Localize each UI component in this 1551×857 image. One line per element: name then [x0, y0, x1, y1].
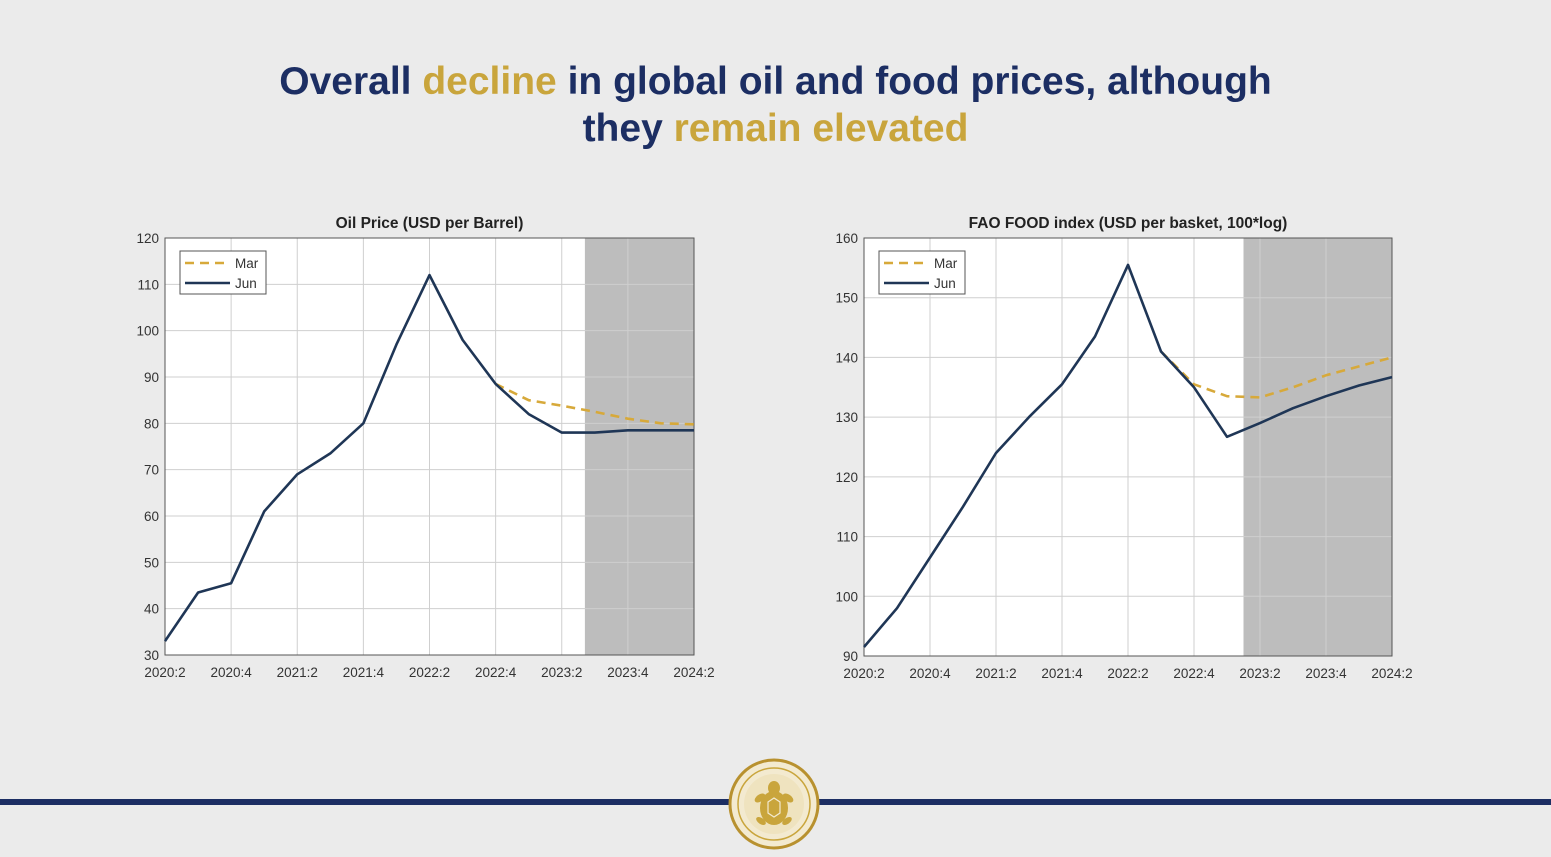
chart-title: Oil Price (USD per Barrel) — [336, 215, 524, 232]
x-tick-label: 2023:2 — [1239, 666, 1280, 681]
legend-label-mar: Mar — [934, 256, 958, 271]
legend-box — [179, 250, 267, 295]
chart-2: 90 100 110 120 130 140 150 160 2020:2 2020:4 2021:… — [835, 215, 1412, 681]
turtle-seal-icon — [728, 758, 820, 850]
y-tick-label: 160 — [835, 231, 858, 246]
series-line-mar — [495, 382, 695, 426]
x-tick-label: 2023:4 — [607, 665, 649, 680]
y-tick-label: 90 — [144, 370, 159, 385]
y-tick-label: 120 — [835, 470, 858, 485]
x-tick-label: 2021:2 — [975, 666, 1016, 681]
y-tick-label: 110 — [836, 530, 858, 545]
y-tick-label: 90 — [843, 649, 858, 664]
y-tick-label: 110 — [137, 277, 159, 292]
x-tick-label: 2021:4 — [343, 665, 385, 680]
forecast-shaded-region — [584, 238, 694, 655]
y-tick-label: 60 — [144, 509, 159, 524]
x-tick-label: 2021:2 — [277, 665, 318, 680]
x-tick-label: 2020:2 — [144, 665, 185, 680]
x-tick-label: 2023:4 — [1305, 666, 1347, 681]
y-tick-label: 140 — [835, 350, 858, 365]
y-tick-label: 80 — [144, 416, 159, 431]
axes-frame — [164, 237, 695, 656]
chart-title: FAO FOOD index (USD per basket, 100*log) — [969, 215, 1288, 232]
forecast-shaded-region — [1243, 238, 1392, 656]
x-tick-label: 2022:4 — [475, 665, 517, 680]
x-tick-label: 2021:4 — [1041, 666, 1083, 681]
legend-label-jun: Jun — [934, 276, 956, 291]
x-tick-label: 2024:2 — [1371, 666, 1412, 681]
legend-label-mar: Mar — [235, 256, 259, 271]
title-text: Overall — [279, 60, 423, 103]
y-tick-label: 100 — [136, 324, 159, 339]
x-tick-label: 2020:4 — [909, 666, 951, 681]
slide-title: Overall decline in global oil and food p… — [0, 58, 1551, 152]
chart-1: 30 40 50 60 70 80 90 100 110 120 2020:2 2020:4 2021:… — [136, 215, 714, 680]
y-tick-label: 100 — [835, 589, 858, 604]
x-tick-label: 2022:4 — [1173, 666, 1215, 681]
y-tick-label: 50 — [144, 555, 159, 570]
x-tick-label: 2023:2 — [541, 665, 582, 680]
series-line-jun — [863, 263, 1393, 648]
y-tick-label: 150 — [835, 291, 858, 306]
y-tick-label: 30 — [144, 648, 159, 663]
title-highlight-text: decline — [422, 60, 557, 103]
x-tick-label: 2024:2 — [673, 665, 714, 680]
legend-label-jun: Jun — [235, 276, 257, 291]
y-tick-label: 130 — [835, 410, 858, 425]
series-line-jun — [163, 273, 694, 642]
title-text: they — [582, 107, 674, 150]
y-tick-label: 70 — [144, 463, 159, 478]
series-line-mar — [1160, 350, 1393, 399]
x-tick-label: 2020:2 — [843, 666, 884, 681]
x-tick-label: 2022:2 — [409, 665, 450, 680]
x-tick-label: 2022:2 — [1107, 666, 1148, 681]
title-text: in global oil and food prices, although — [556, 60, 1272, 103]
legend-box — [878, 250, 966, 295]
y-tick-label: 40 — [144, 602, 159, 617]
axes-frame — [863, 237, 1393, 657]
x-tick-label: 2020:4 — [210, 665, 252, 680]
y-tick-label: 120 — [136, 231, 159, 246]
title-highlight-text: remain elevated — [673, 107, 969, 150]
